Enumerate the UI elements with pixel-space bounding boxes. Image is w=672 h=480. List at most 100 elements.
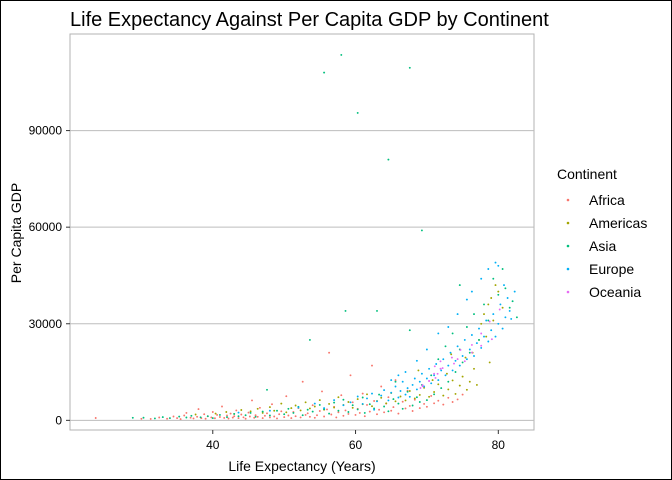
data-point: [266, 388, 268, 391]
data-point: [480, 344, 483, 347]
data-point: [463, 360, 466, 363]
data-point: [337, 409, 340, 412]
x-tick-label: 40: [206, 438, 220, 452]
data-point: [473, 367, 475, 370]
y-axis: 0 30000 60000 90000: [29, 124, 70, 427]
data-point: [437, 358, 440, 361]
data-point: [397, 396, 400, 399]
data-point: [418, 407, 421, 410]
data-point: [333, 406, 336, 409]
data-point: [330, 413, 333, 416]
data-point: [194, 413, 197, 416]
data-point: [290, 417, 293, 420]
data-point: [268, 414, 271, 417]
data-point: [423, 402, 426, 405]
data-point: [273, 415, 276, 418]
data-point: [501, 327, 504, 330]
data-point: [411, 410, 414, 412]
legend-item-africa: Africa: [566, 192, 625, 208]
data-point: [490, 338, 493, 341]
data-point: [478, 338, 480, 341]
data-point: [299, 416, 302, 419]
data-point: [440, 387, 443, 390]
data-point: [413, 397, 416, 400]
data-point: [247, 411, 250, 414]
data-point: [510, 317, 513, 320]
data-point: [306, 408, 309, 411]
data-point: [461, 361, 464, 364]
data-point: [276, 409, 278, 412]
data-point: [294, 415, 297, 418]
data-point: [363, 411, 366, 414]
data-point: [306, 412, 309, 415]
data-point: [244, 417, 247, 420]
data-point: [233, 412, 236, 415]
data-point: [431, 379, 434, 382]
data-point: [480, 332, 483, 335]
data-point: [421, 385, 424, 388]
data-point: [323, 407, 326, 410]
data-point: [280, 410, 283, 413]
data-point: [458, 284, 461, 287]
data-point: [344, 409, 347, 412]
data-point: [465, 388, 468, 391]
data-point: [285, 411, 288, 414]
data-point: [366, 393, 368, 396]
data-point: [437, 399, 440, 402]
data-point: [413, 377, 416, 380]
data-point: [244, 414, 247, 417]
data-point: [318, 410, 321, 412]
data-point: [351, 406, 354, 409]
legend-item-americas: Americas: [566, 215, 647, 231]
data-point: [497, 293, 500, 296]
data-point: [347, 401, 350, 403]
series-oceania: [419, 308, 501, 389]
data-point: [503, 284, 505, 287]
data-point: [294, 404, 297, 407]
data-point: [401, 407, 404, 410]
legend-title: Continent: [557, 166, 617, 182]
data-point: [447, 380, 450, 383]
legend-label: Americas: [589, 215, 647, 231]
data-point: [468, 348, 471, 351]
data-point: [231, 416, 234, 419]
data-point: [328, 412, 331, 415]
data-point: [226, 416, 228, 419]
data-point: [197, 408, 200, 411]
data-point: [390, 391, 393, 394]
data-point: [223, 416, 226, 419]
data-point: [229, 412, 232, 415]
data-point: [428, 395, 431, 398]
data-point: [356, 408, 359, 411]
data-point: [318, 399, 321, 402]
data-point: [404, 399, 407, 402]
data-point: [321, 390, 323, 393]
data-point: [464, 356, 467, 359]
data-point: [458, 384, 461, 387]
data-point: [423, 385, 426, 388]
data-point: [256, 407, 259, 410]
data-point: [387, 399, 390, 402]
x-tick-label: 80: [492, 438, 506, 452]
data-point: [408, 66, 411, 69]
data-point: [433, 391, 436, 393]
data-point: [480, 277, 483, 280]
data-point: [513, 290, 516, 293]
data-point: [363, 415, 366, 418]
data-points: [94, 53, 518, 421]
data-point: [470, 351, 473, 354]
data-point: [465, 298, 468, 301]
data-point: [356, 398, 359, 401]
data-point: [378, 393, 381, 396]
data-point: [313, 405, 316, 408]
data-point: [425, 377, 428, 380]
data-point: [470, 290, 473, 293]
data-point: [442, 394, 445, 397]
data-point: [415, 359, 418, 362]
data-point: [168, 417, 171, 420]
data-point: [394, 379, 397, 382]
data-point: [461, 393, 464, 396]
data-point: [418, 380, 421, 383]
legend: Continent Africa Americas Asia Europe Oceani…: [557, 166, 647, 300]
data-point: [340, 394, 343, 397]
